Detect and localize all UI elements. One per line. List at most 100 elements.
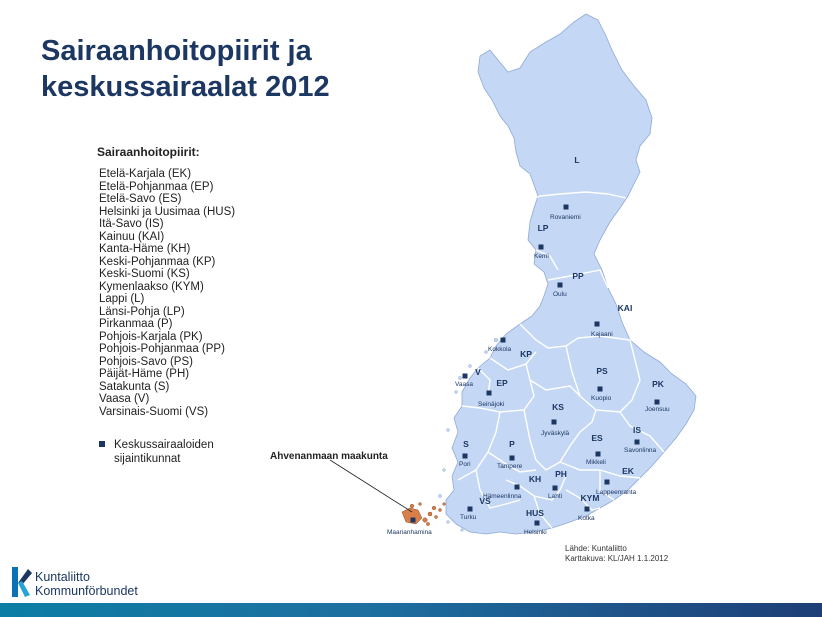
district-code-label: EP (496, 378, 508, 388)
hospital-marker (597, 386, 603, 392)
key-line-1: Keskussairaaloiden (114, 439, 214, 451)
district-code-label: KYM (581, 493, 600, 503)
slide-title: Sairaanhoitopiirit ja keskussairaalat 20… (41, 33, 461, 105)
source-note: Lähde: Kuntaliitto Karttakuva: KL/JAH 1.… (565, 544, 668, 564)
aland-callout-line (329, 459, 413, 513)
district-list-item: Vaasa (V) (99, 393, 150, 405)
district-list-item: Kymenlaakso (KYM) (99, 280, 204, 293)
district-code-label: KH (529, 474, 541, 484)
hospital-marker (594, 321, 600, 327)
hospital-marker (534, 520, 540, 526)
city-label: Seinäjoki (478, 401, 504, 408)
hospital-marker (538, 244, 544, 250)
legend-heading: Sairaanhoitopiirit: (97, 145, 200, 159)
kuntaliitto-logo-icon (12, 567, 32, 597)
city-label: Lahti (548, 493, 562, 500)
district-code-label: S (463, 439, 469, 449)
hospital-marker (563, 204, 569, 210)
district-list-item: Pohjois-Karjala (PK) (99, 330, 203, 343)
hospital-marker (500, 337, 506, 343)
district-code-label: KS (552, 402, 564, 412)
district-list-item: Etelä-Karjala (EK) (99, 168, 192, 180)
district-list-item: Kanta-Häme (KH) (99, 243, 191, 255)
hospital-marker (557, 282, 563, 288)
key-line-2: sijaintikunnat (114, 453, 181, 465)
logo-line-1: Kuntaliitto (35, 570, 90, 584)
district-list-item: Helsinki ja Uusimaa (HUS) (99, 205, 236, 218)
district-code-label: PP (572, 271, 584, 281)
district-code-label: LP (538, 223, 549, 233)
hospital-marker (595, 451, 601, 457)
hospital-marker (584, 506, 590, 512)
hospital-marker (552, 485, 558, 491)
city-label: Kotka (578, 515, 595, 522)
district-code-label: P (509, 439, 515, 449)
finland-outline (445, 13, 697, 535)
aland-callout-label: Ahvenanmaan maakunta (270, 451, 388, 462)
city-label: Vaasa (455, 381, 473, 388)
district-list-item: Lappi (L) (99, 293, 145, 305)
hospital-marker (486, 390, 492, 396)
district-code-label: IS (633, 425, 641, 435)
city-label: Kemi (534, 253, 549, 260)
coast-islands (438, 337, 499, 532)
district-list-item: Satakunta (S) (99, 380, 170, 393)
district-code-label: KAI (618, 303, 633, 313)
district-code-label: PK (652, 379, 665, 389)
city-label: Mikkeli (586, 459, 606, 466)
hospital-marker (410, 517, 416, 523)
district-list-item: Etelä-Pohjanmaa (EP) (99, 180, 214, 193)
aland-islands (401, 502, 446, 526)
hospital-marker (467, 506, 473, 512)
hospital-key-label: Keskussairaaloiden sijaintikunnat (114, 438, 284, 466)
hospital-marker (514, 484, 520, 490)
city-label: Pori (459, 461, 471, 468)
city-label: Maarianhamina (387, 529, 432, 536)
city-label: Lappeenranta (596, 489, 637, 496)
city-label: Joensuu (645, 406, 670, 413)
district-code-label: EK (622, 466, 635, 476)
district-list-item: Keski-Suomi (KS) (99, 268, 190, 280)
city-label: Jyväskylä (541, 430, 570, 437)
district-list-item: Kainuu (KAI) (99, 230, 165, 243)
kuntaliitto-logo: Kuntaliitto Kommunförbundet (8, 563, 178, 603)
district-list-item: Etelä-Savo (ES) (99, 193, 182, 205)
district-list-item: Varsinais-Suomi (VS) (99, 405, 209, 418)
city-label: Kokkola (488, 346, 512, 353)
hospital-marker (462, 453, 468, 459)
district-code-label: KP (520, 349, 532, 359)
hospital-cities: Rovaniemi Kemi Oulu Kajaani Kokkola Vaasa Sein… (387, 204, 670, 536)
district-codes: L LP PP KAI KP V EP PS PK KS S P ES IS KH PH VS HUS KYM EK (463, 155, 665, 518)
district-code-label: HUS (526, 508, 544, 518)
district-list: Etelä-Karjala (EK) Etelä-Pohjanmaa (EP) Et… (99, 168, 235, 418)
logo-line-2: Kommunförbundet (35, 584, 138, 598)
hospital-marker (462, 373, 468, 379)
source-line-2: Karttakuva: KL/JAH 1.1.2012 (565, 554, 669, 563)
city-label: Tampere (497, 463, 523, 470)
city-label: Rovaniemi (550, 214, 581, 221)
city-label: Kuopio (591, 395, 612, 402)
district-list-item: Päijät-Häme (PH) (99, 368, 190, 380)
hospital-marker (509, 455, 515, 461)
footer-bar (0, 603, 822, 617)
city-label: Kajaani (591, 331, 613, 338)
hospital-marker-icon (99, 441, 105, 447)
city-label: Turku (460, 514, 477, 521)
hospital-marker (654, 399, 660, 405)
district-code-label: ES (591, 433, 603, 443)
district-code-label: L (574, 155, 579, 165)
hospital-marker (634, 439, 640, 445)
title-line-1: Sairaanhoitopiirit ja (41, 35, 312, 67)
hospital-marker (604, 479, 610, 485)
district-code-label: PS (596, 366, 608, 376)
city-label: Helsinki (524, 529, 547, 536)
district-code-label: V (475, 367, 481, 377)
title-line-2: keskussairaalat 2012 (41, 71, 330, 103)
district-list-item: Pohjois-Savo (PS) (99, 355, 193, 368)
district-list-item: Länsi-Pohja (LP) (99, 305, 185, 318)
city-label: Hämeenlinna (483, 493, 522, 500)
district-list-item: Pohjois-Pohjanmaa (PP) (99, 343, 225, 355)
district-list-item: Pirkanmaa (P) (99, 318, 173, 330)
city-label: Savonlinna (624, 447, 657, 454)
